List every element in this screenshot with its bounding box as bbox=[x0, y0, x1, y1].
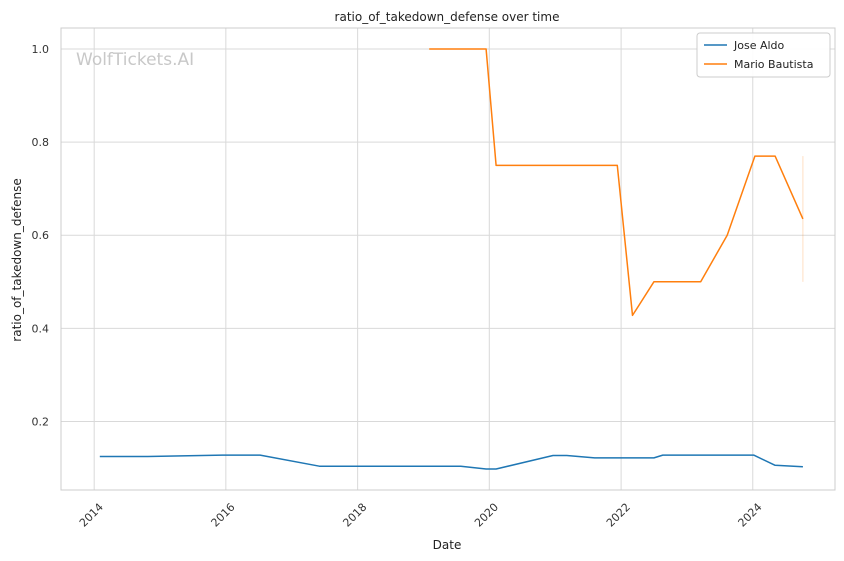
legend: Jose Aldo Mario Bautista bbox=[696, 32, 831, 78]
series-line-jose-aldo bbox=[99, 454, 803, 470]
legend-label-mario-bautista: Mario Bautista bbox=[734, 58, 813, 71]
legend-box bbox=[696, 32, 831, 78]
series-layer bbox=[99, 48, 804, 470]
legend-label-jose-aldo: Jose Aldo bbox=[733, 39, 785, 52]
watermark: WolfTickets.AI bbox=[76, 50, 194, 70]
y-tick-label: 1.0 bbox=[32, 43, 50, 56]
y-tick-label: 0.4 bbox=[32, 322, 50, 335]
y-tick-label: 0.6 bbox=[32, 229, 50, 242]
y-axis-ticks: 0.2 0.4 0.6 0.8 1.0 bbox=[32, 43, 50, 429]
x-axis-label: Date bbox=[433, 538, 462, 552]
grid bbox=[61, 28, 835, 490]
y-tick-label: 0.8 bbox=[32, 136, 50, 149]
y-axis-label: ratio_of_takedown_defense bbox=[10, 178, 24, 341]
plot-frame bbox=[60, 27, 836, 491]
y-tick-label: 0.2 bbox=[32, 416, 50, 429]
series-line-mario-bautista bbox=[429, 48, 804, 317]
chart-title: ratio_of_takedown_defense over time bbox=[335, 10, 560, 24]
